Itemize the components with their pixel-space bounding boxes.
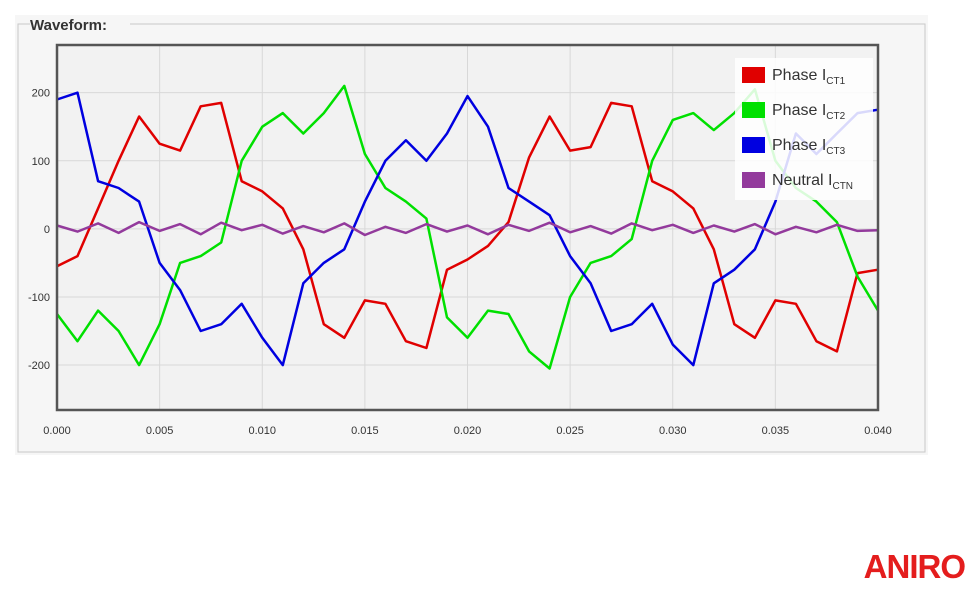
x-tick-label: 0.020 xyxy=(454,425,482,437)
logo: ANIRO xyxy=(864,548,966,585)
series-line xyxy=(56,101,879,353)
plot: 0.000 0.005 0.010 0.015 0.020 0.025 0.030 0.035… xyxy=(28,43,892,437)
y-tick-label: 200 xyxy=(32,88,50,100)
series-line xyxy=(56,91,879,367)
legend-swatch xyxy=(742,67,765,83)
legend-name: Phase I xyxy=(772,102,826,119)
x-tick-label: 0.040 xyxy=(864,425,892,437)
legend-label: Phase ICT2 xyxy=(772,102,846,122)
x-tick-label: 0.010 xyxy=(248,425,276,437)
panel-title: Waveform: xyxy=(30,17,107,34)
series-line xyxy=(56,220,879,237)
x-tick-label: 0.035 xyxy=(762,425,790,437)
x-tick-label: 0.030 xyxy=(659,425,687,437)
legend-label: Phase ICT1 xyxy=(772,67,846,87)
y-tick-label: 100 xyxy=(32,156,50,168)
legend-swatch xyxy=(742,102,765,118)
legend-swatch xyxy=(742,137,765,153)
panel-border xyxy=(17,23,926,453)
y-tick-label: 0 xyxy=(44,224,50,236)
legend-subscript: CT2 xyxy=(826,111,845,122)
legend-subscript: CT3 xyxy=(826,146,845,157)
legend-swatch xyxy=(742,172,765,188)
x-tick-label: 0.025 xyxy=(556,425,584,437)
legend-label: Neutral ICTN xyxy=(772,172,853,192)
x-tick-label: 0.005 xyxy=(146,425,174,437)
legend-name: Phase I xyxy=(772,137,826,154)
y-tick-label: -200 xyxy=(28,360,50,372)
plot-border xyxy=(55,43,880,412)
legend-name: Phase I xyxy=(772,67,826,84)
y-tick-label: -100 xyxy=(28,292,50,304)
legend-label: Phase ICT3 xyxy=(772,137,846,157)
x-tick-label: 0.000 xyxy=(43,425,71,437)
x-tick-label: 0.015 xyxy=(351,425,379,437)
legend-subscript: CTN xyxy=(832,181,853,192)
legend-subscript: CT1 xyxy=(826,76,845,87)
legend-name: Neutral I xyxy=(772,172,832,189)
